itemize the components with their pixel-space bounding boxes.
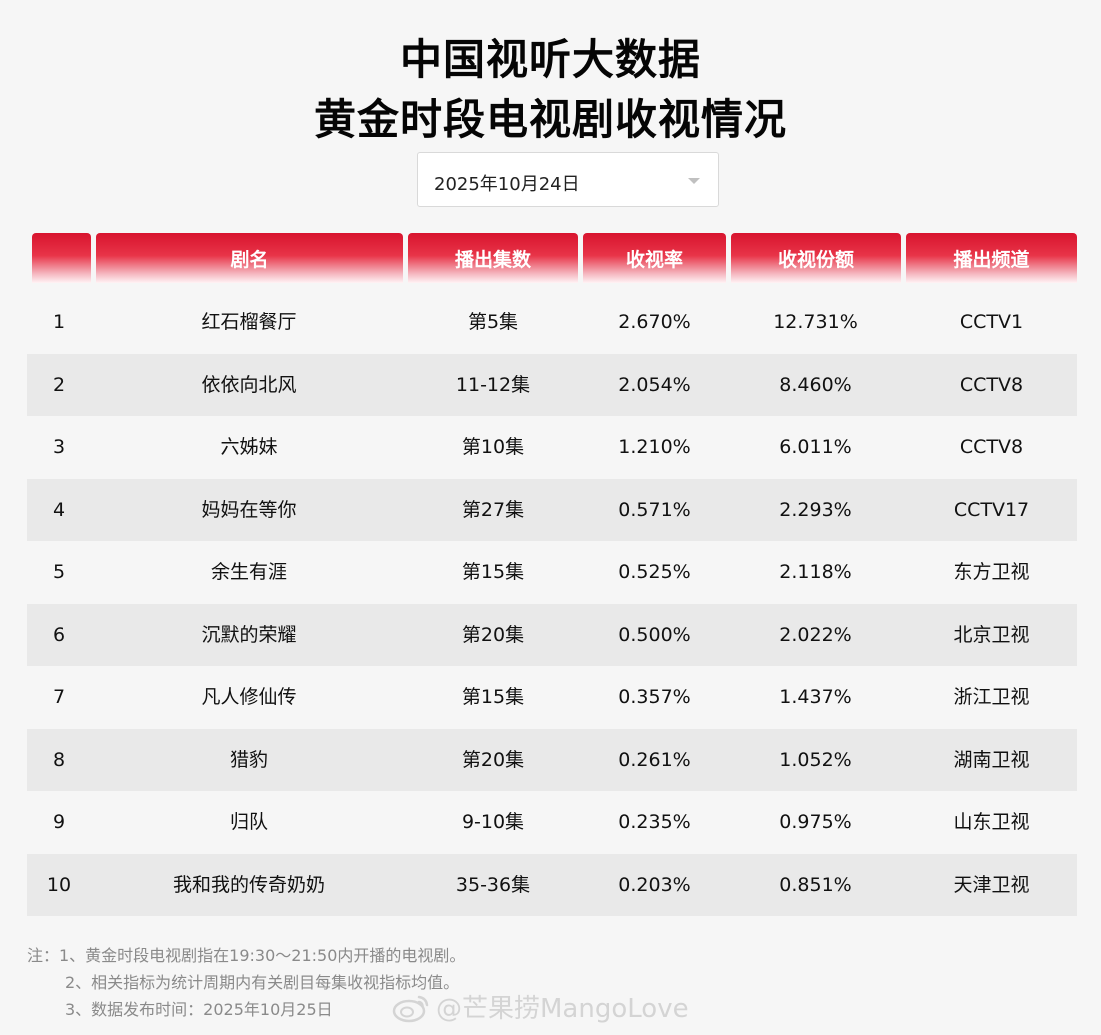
cell-episodes: 第20集 [461, 623, 525, 646]
cell-rating: 0.500% [618, 623, 691, 646]
cell-channel: CCTV17 [953, 498, 1030, 521]
table-row: 5 余生有涯 第15集 0.525% 2.118% 东方卫视 [27, 541, 1077, 603]
cell-channel: 东方卫视 [953, 561, 1030, 583]
cell-rank: 3 [52, 436, 66, 458]
cell-episodes: 第15集 [461, 686, 525, 708]
cell-share: 0.851% [779, 873, 852, 896]
cell-rank: 9 [52, 811, 66, 833]
table-row: 3 六姊妹 第10集 1.210% 6.011% CCTV8 [27, 416, 1077, 478]
cell-rank: 5 [52, 561, 66, 583]
cell-rating: 1.210% [618, 436, 691, 458]
cell-share: 6.011% [779, 436, 852, 458]
date-select[interactable]: 2025年10月24日 [417, 152, 719, 207]
cell-rank: 6 [52, 623, 66, 646]
date-select-value: 2025年10月24日 [434, 174, 580, 195]
watermark: @芒果捞MangoLove [392, 988, 689, 1025]
footnotes: 注：1、黄金时段电视剧指在19:30～21:50内开播的电视剧。 2、相关指标为… [27, 942, 465, 1023]
cell-rank: 10 [46, 873, 72, 896]
cell-name: 猎豹 [229, 748, 268, 771]
cell-channel: 天津卫视 [953, 873, 1030, 896]
table-row: 1 红石榴餐厅 第5集 2.670% 12.731% CCTV1 [27, 291, 1077, 353]
cell-name: 沉默的荣耀 [201, 623, 297, 646]
cell-episodes: 第27集 [461, 498, 525, 521]
cell-rank: 7 [52, 686, 66, 708]
cell-rank: 2 [52, 373, 66, 396]
cell-share: 1.052% [779, 748, 852, 771]
table-row: 4 妈妈在等你 第27集 0.571% 2.293% CCTV17 [27, 478, 1077, 541]
cell-name: 六姊妹 [220, 436, 278, 458]
cell-channel: 山东卫视 [953, 811, 1030, 833]
cell-rating: 0.525% [618, 561, 691, 583]
cell-name: 红石榴餐厅 [201, 311, 297, 333]
cell-episodes: 第5集 [467, 311, 519, 333]
header-channel: 播出频道 [906, 233, 1077, 283]
table-row: 6 沉默的荣耀 第20集 0.500% 2.022% 北京卫视 [27, 603, 1077, 666]
table-row: 10 我和我的传奇奶奶 35-36集 0.203% 0.851% 天津卫视 [27, 853, 1077, 916]
page-title-line1: 中国视听大数据 [399, 35, 701, 84]
cell-name: 归队 [229, 811, 268, 833]
cell-rating: 0.235% [618, 811, 691, 833]
cell-share: 2.118% [779, 561, 852, 583]
header-rank [32, 233, 91, 283]
cell-channel: 湖南卫视 [953, 748, 1030, 771]
cell-name: 凡人修仙传 [201, 686, 297, 708]
cell-episodes: 第20集 [461, 748, 525, 771]
cell-share: 0.975% [779, 811, 852, 833]
header-episodes: 播出集数 [408, 233, 578, 283]
cell-name: 我和我的传奇奶奶 [172, 873, 325, 896]
header-name: 剧名 [96, 233, 403, 283]
weibo-logo-icon [392, 995, 429, 1022]
cell-share: 12.731% [773, 311, 858, 333]
cell-channel: 北京卫视 [953, 623, 1030, 646]
header-rating: 收视率 [583, 233, 726, 283]
cell-rank: 4 [52, 498, 66, 521]
cell-rating: 0.571% [618, 498, 691, 521]
cell-share: 2.293% [779, 498, 852, 521]
table-row: 2 依依向北风 11-12集 2.054% 8.460% CCTV8 [27, 353, 1077, 416]
cell-episodes: 第10集 [461, 436, 525, 458]
table-row: 9 归队 9-10集 0.235% 0.975% 山东卫视 [27, 791, 1077, 853]
cell-share: 2.022% [779, 623, 852, 646]
page-title-line2: 黄金时段电视剧收视情况 [313, 95, 787, 144]
footnote-1: 注：1、黄金时段电视剧指在19:30～21:50内开播的电视剧。 [27, 946, 466, 965]
cell-rating: 2.054% [618, 373, 691, 396]
cell-rating: 2.670% [618, 311, 691, 333]
cell-rating: 0.203% [618, 873, 691, 896]
cell-rating: 0.261% [618, 748, 691, 771]
cell-name: 余生有涯 [210, 561, 287, 583]
table-row: 7 凡人修仙传 第15集 0.357% 1.437% 浙江卫视 [27, 666, 1077, 728]
footnote-2: 2、相关指标为统计周期内有关剧目每集收视指标均值。 [65, 973, 460, 992]
cell-channel: CCTV8 [959, 436, 1024, 458]
watermark-text: @芒果捞MangoLove [436, 994, 689, 1024]
cell-share: 1.437% [779, 686, 852, 708]
cell-episodes: 35-36集 [455, 873, 531, 896]
chevron-down-icon[interactable] [688, 178, 700, 184]
cell-name: 妈妈在等你 [201, 498, 297, 521]
cell-share: 8.460% [779, 373, 852, 396]
cell-episodes: 11-12集 [455, 373, 531, 396]
table-row: 8 猎豹 第20集 0.261% 1.052% 湖南卫视 [27, 728, 1077, 791]
cell-name: 依依向北风 [201, 373, 297, 396]
cell-episodes: 第15集 [461, 561, 525, 583]
cell-rank: 8 [52, 748, 66, 771]
cell-channel: 浙江卫视 [953, 686, 1030, 708]
cell-episodes: 9-10集 [461, 811, 525, 833]
footnote-3: 3、数据发布时间：2025年10月25日 [65, 1000, 333, 1019]
header-share: 收视份额 [731, 233, 901, 283]
cell-channel: CCTV1 [959, 311, 1024, 333]
cell-rating: 0.357% [618, 686, 691, 708]
cell-channel: CCTV8 [959, 373, 1024, 396]
cell-rank: 1 [52, 311, 66, 333]
